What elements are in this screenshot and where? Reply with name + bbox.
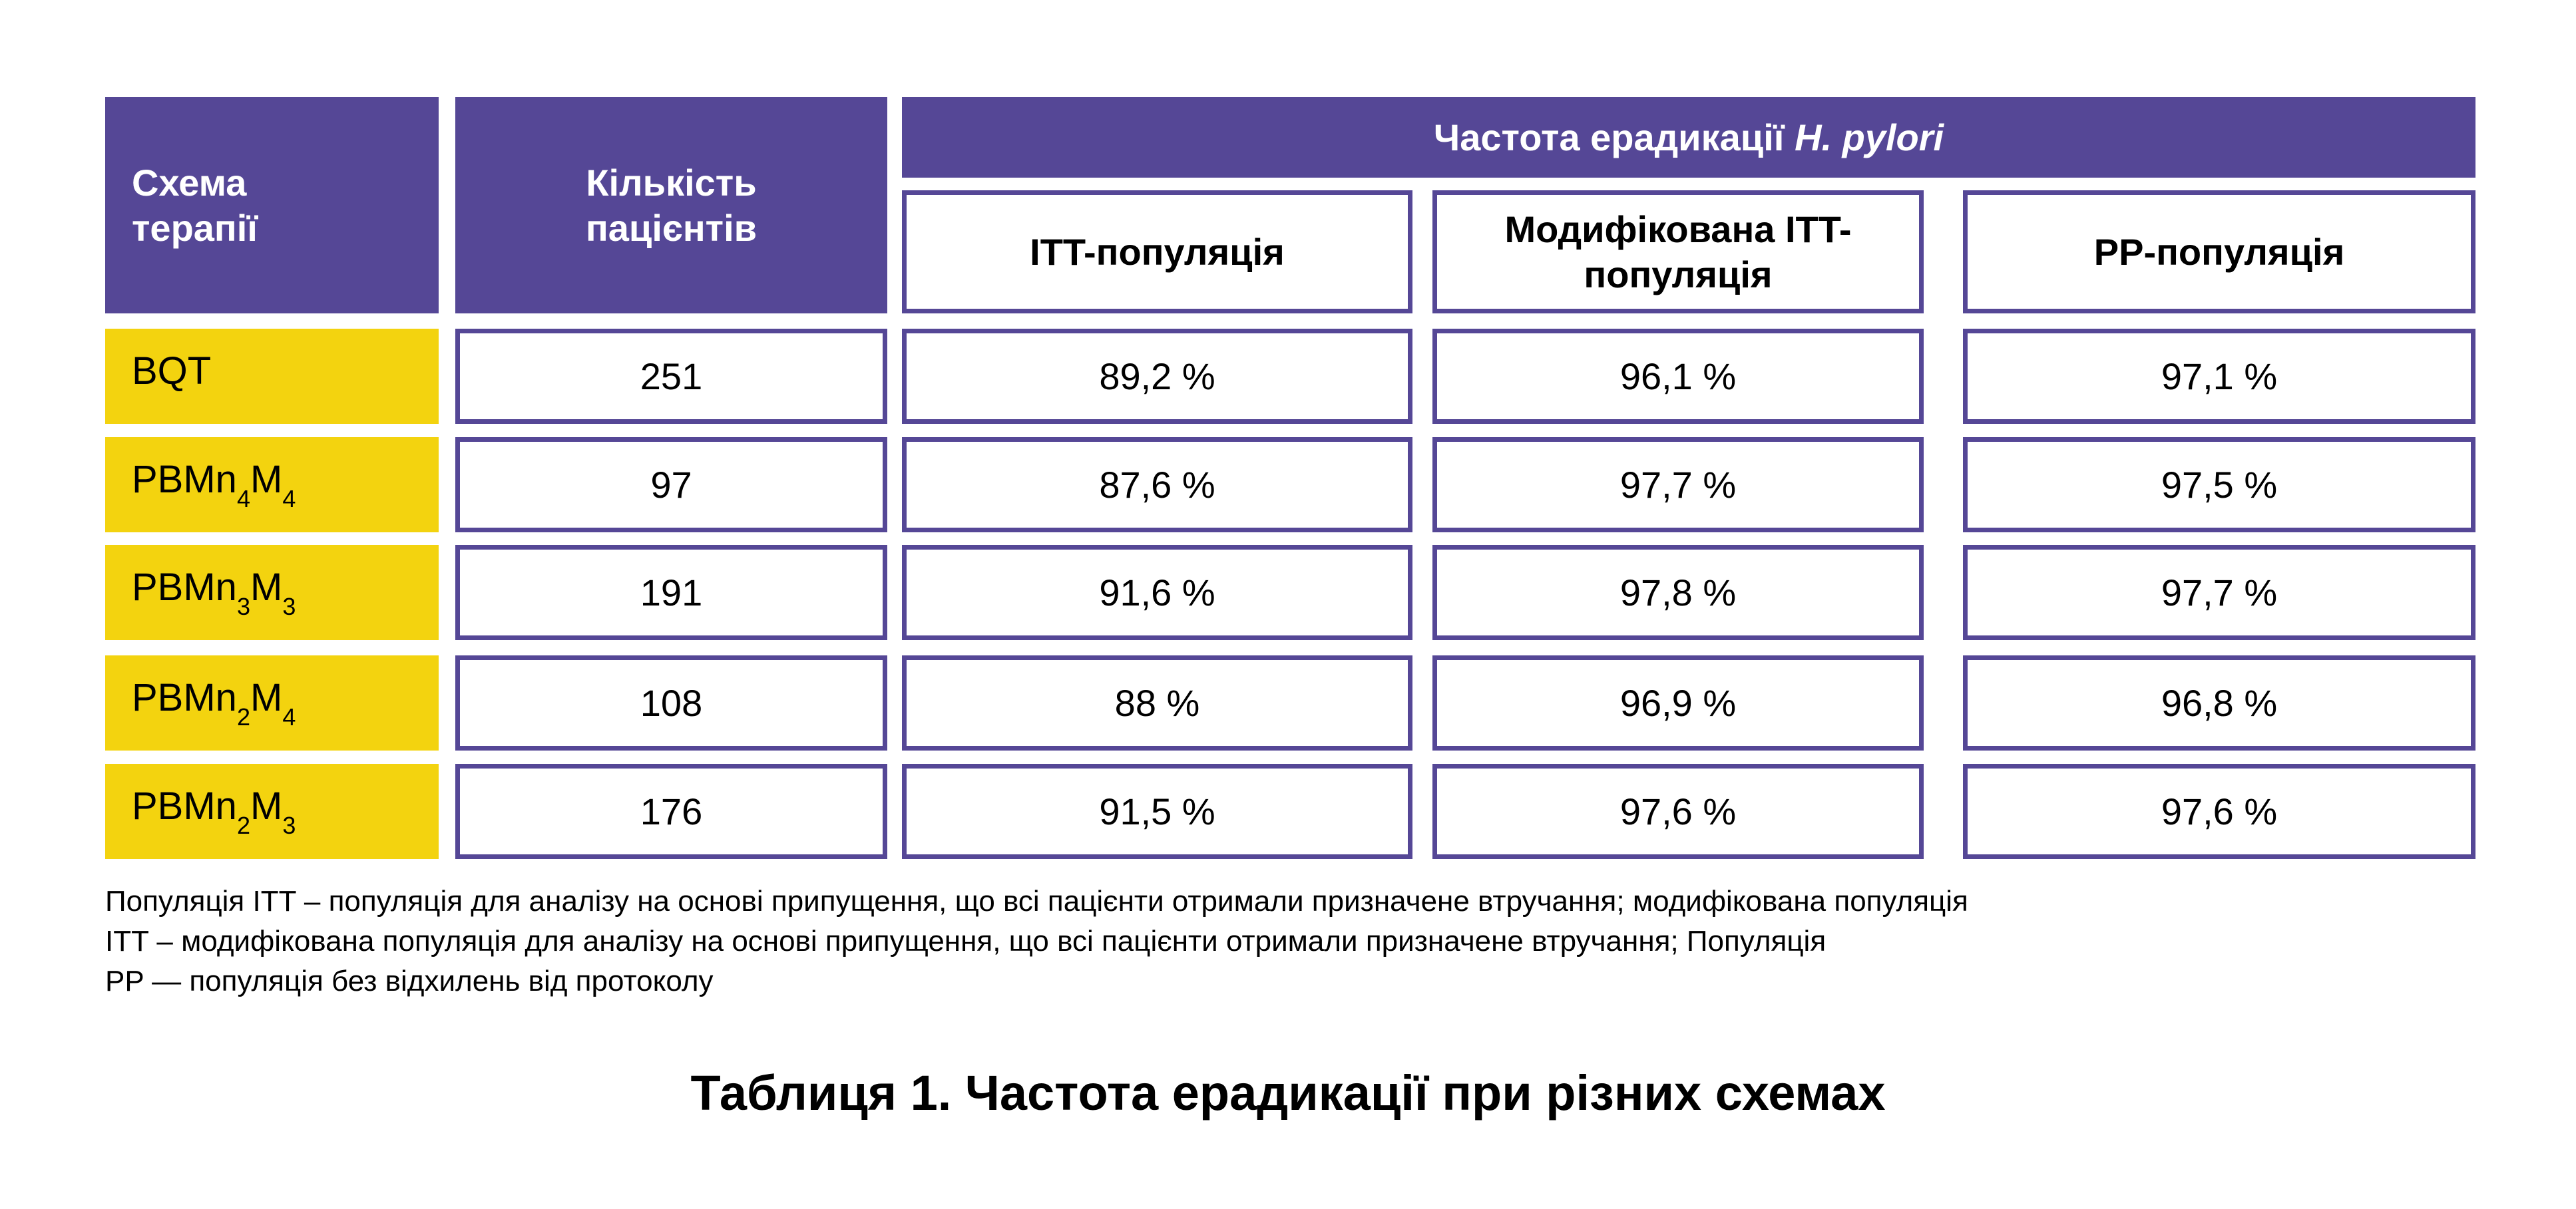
table-cell-mitt: 96,1 %: [1432, 329, 1924, 424]
table-cell-pp: 97,1 %: [1963, 329, 2475, 424]
table-cell-patients: 108: [455, 655, 887, 751]
table-cell-mitt: 97,7 %: [1432, 437, 1924, 532]
table-cell-pp: 97,7 %: [1963, 545, 2475, 640]
table-cell-mitt: 97,8 %: [1432, 545, 1924, 640]
table-row-scheme: BQT: [105, 329, 439, 424]
header-itt: ITT-популяція: [902, 190, 1412, 313]
table-cell-patients: 191: [455, 545, 887, 640]
table-cell-pp: 97,5 %: [1963, 437, 2475, 532]
header-patients: Кількість пацієнтів: [455, 97, 887, 313]
header-pp: PP-популяція: [1963, 190, 2475, 313]
table-cell-patients: 251: [455, 329, 887, 424]
table-cell-mitt: 97,6 %: [1432, 764, 1924, 859]
table-cell-patients: 97: [455, 437, 887, 532]
table-cell-patients: 176: [455, 764, 887, 859]
table-row-scheme: PBMn4M4: [105, 437, 439, 532]
table-row-scheme: PBMn2M4: [105, 655, 439, 751]
header-modified-itt: Модифікована ITT- популяція: [1432, 190, 1924, 313]
table-cell-mitt: 96,9 %: [1432, 655, 1924, 751]
table-caption: Таблиця 1. Частота ерадикації при різних…: [690, 1065, 1886, 1121]
footnote: Популяція ITT – популяція для аналізу на…: [105, 882, 2501, 1001]
header-scheme: Схема терапії: [105, 97, 439, 313]
table-cell-itt: 91,5 %: [902, 764, 1412, 859]
table-row-scheme: PBMn2M3: [105, 764, 439, 859]
footnote-line: ITT – модифікована популяція для аналізу…: [105, 925, 1826, 957]
table-cell-itt: 87,6 %: [902, 437, 1412, 532]
table-cell-itt: 88 %: [902, 655, 1412, 751]
footnote-line: Популяція ITT – популяція для аналізу на…: [105, 885, 1968, 918]
header-eradication-label: Частота ерадикації H. pylori: [1433, 116, 1944, 158]
table-row-scheme: PBMn3M3: [105, 545, 439, 640]
table-cell-pp: 97,6 %: [1963, 764, 2475, 859]
table-cell-itt: 89,2 %: [902, 329, 1412, 424]
table-cell-itt: 91,6 %: [902, 545, 1412, 640]
header-eradication-rate: Частота ерадикації H. pylori: [902, 97, 2475, 178]
footnote-line: PP — популяція без відхилень від протоко…: [105, 965, 714, 997]
table-cell-pp: 96,8 %: [1963, 655, 2475, 751]
